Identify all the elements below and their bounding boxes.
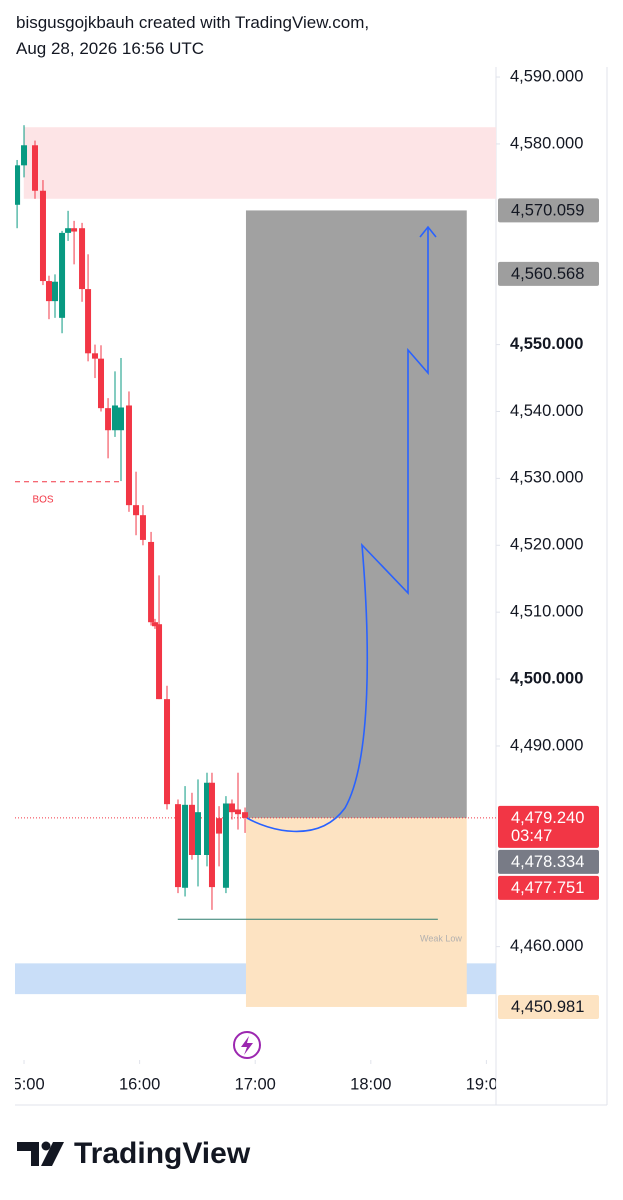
candle-body [125, 405, 132, 506]
candle-body [174, 804, 181, 888]
x-axis: 15:00 16:00 17:00 18:00 19:00 [3, 1060, 507, 1093]
candle-body [164, 699, 171, 805]
candle-body [31, 145, 38, 191]
candle-body [216, 818, 223, 834]
price-badge [498, 994, 599, 1019]
arrow-path [246, 228, 429, 833]
y-axis: 4,590.000 4,580.000 4,550.000 4,540.000 4,53… [496, 67, 583, 955]
price-badge [498, 849, 599, 874]
candle-body [105, 408, 112, 431]
candle-body [194, 812, 201, 855]
zones [15, 127, 496, 1007]
price-badge-label: 4,477.751 [511, 879, 584, 897]
y-tick-label: 4,510.000 [510, 603, 583, 621]
lightning-icon[interactable] [233, 1031, 261, 1059]
candle-body [222, 803, 229, 888]
candles [15, 125, 249, 910]
y-tick-label: 4,490.000 [510, 736, 583, 754]
candle-body [118, 407, 125, 431]
price-badge [498, 805, 599, 848]
candle-body [156, 624, 163, 700]
price-badge-label: 4,560.568 [511, 265, 584, 283]
price-badge-label: 4,450.981 [511, 998, 584, 1016]
y-tick-label: 4,550.000 [510, 335, 583, 353]
icon-bolt[interactable] [241, 1036, 253, 1055]
level-label: BOS [32, 494, 53, 505]
candle-body [182, 804, 189, 888]
candle-body [85, 289, 92, 354]
price-badge-countdown: 03:47 [511, 827, 552, 845]
level-label: Weak Low [420, 934, 462, 944]
candle-body [65, 228, 72, 233]
price-badge-label: 4,570.059 [511, 201, 584, 219]
candle-body [208, 782, 215, 888]
candle-body [59, 232, 66, 318]
candle-body [111, 405, 118, 431]
price-badge [498, 198, 599, 223]
candle-body [45, 281, 52, 302]
drawn-arrow [246, 225, 437, 833]
candle-body [79, 228, 86, 290]
arrow-head [419, 225, 437, 238]
target-zone [245, 210, 467, 818]
header-line: Aug 28, 2026 16:56 UTC [16, 39, 205, 58]
logo-part [17, 1142, 39, 1166]
candle-body [242, 812, 249, 818]
footer-logo: TradingView [17, 1137, 251, 1170]
candle-body [71, 228, 78, 232]
price-badge-label: 4,479.240 [511, 809, 584, 827]
y-tick-label: 4,460.000 [510, 937, 583, 955]
price-badge-label: 4,478.334 [511, 853, 584, 871]
candle-body [139, 515, 146, 540]
candle-body [91, 353, 98, 359]
x-tick-label: 19:00 [466, 1075, 507, 1093]
price-badge [498, 875, 599, 900]
x-tick-label: 18:00 [350, 1075, 391, 1093]
candle-body [51, 281, 58, 302]
y-tick-label: 4,590.000 [510, 67, 583, 85]
y-tick-label: 4,530.000 [510, 469, 583, 487]
candle-body [148, 541, 155, 623]
price-badge [498, 261, 599, 286]
header-line: bisgusgojkbauh created with TradingView.… [16, 13, 370, 32]
x-tick-label: 17:00 [235, 1075, 276, 1093]
footer-brand: TradingView [74, 1137, 251, 1170]
candle-body [228, 803, 235, 813]
candle-body [133, 505, 140, 516]
y-tick-label: 4,500.000 [510, 669, 583, 687]
x-tick-label: 15:00 [3, 1075, 44, 1093]
levels: BOS Weak Low [15, 481, 496, 944]
y-tick-label: 4,540.000 [510, 402, 583, 420]
candle-body [204, 782, 211, 855]
logo-part [41, 1141, 51, 1151]
stop-zone [245, 817, 467, 1007]
x-tick-label: 16:00 [119, 1075, 160, 1093]
candle-body [39, 190, 46, 282]
y-tick-label: 4,520.000 [510, 536, 583, 554]
y-tick-label: 4,580.000 [510, 134, 583, 152]
candle-body [188, 804, 195, 855]
candle-body [15, 165, 21, 205]
candle-body [21, 145, 28, 166]
logo-part [41, 1142, 64, 1166]
candle-body [151, 622, 158, 627]
candle-body [234, 809, 241, 815]
zone [23, 127, 496, 199]
candle-body [98, 358, 105, 409]
